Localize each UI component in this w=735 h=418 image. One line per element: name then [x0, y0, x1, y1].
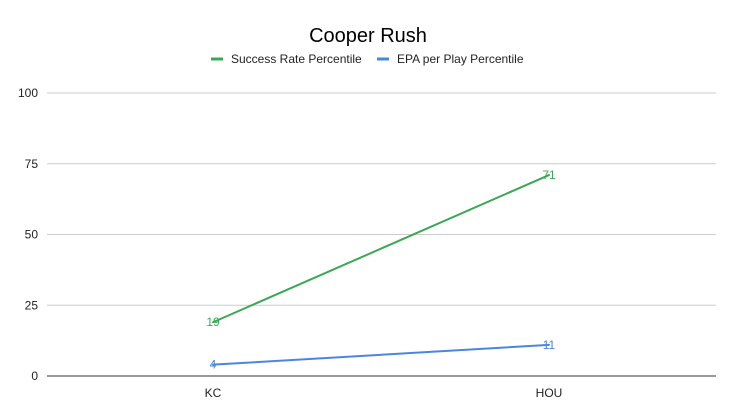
data-label: 4: [210, 358, 217, 372]
data-label: 71: [542, 168, 556, 182]
legend-entry: Success Rate Percentile: [231, 52, 362, 66]
y-tick-label: 75: [25, 157, 39, 171]
series-lines: [212, 174, 550, 366]
y-axis-ticks: 0 25 50 75 100: [18, 86, 38, 383]
x-tick-label: KC: [205, 386, 222, 400]
chart-title: Cooper Rush: [309, 25, 427, 47]
gridlines: [47, 92, 716, 377]
x-axis-ticks: KC HOU: [205, 386, 563, 400]
series-line: [212, 174, 550, 324]
data-labels: 19 71 4 11: [206, 168, 556, 372]
data-label: 19: [206, 315, 220, 329]
y-tick-label: 100: [18, 86, 38, 100]
data-label: 11: [543, 338, 556, 352]
y-tick-label: 0: [31, 369, 38, 383]
legend-entry: EPA per Play Percentile: [397, 52, 524, 66]
series-line: [212, 343, 550, 366]
legend: Success Rate Percentile EPA per Play Perc…: [211, 52, 524, 66]
y-tick-label: 50: [25, 228, 39, 242]
y-tick-label: 25: [25, 298, 39, 312]
x-tick-label: HOU: [536, 386, 563, 400]
